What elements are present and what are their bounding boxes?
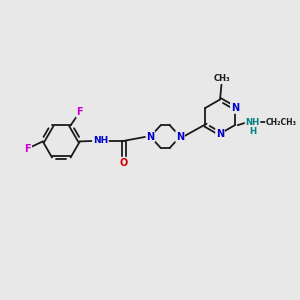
Text: CH₃: CH₃ [213,74,230,83]
Text: F: F [76,107,83,117]
Text: N: N [231,103,239,113]
Text: NH: NH [93,136,108,146]
Text: H: H [249,127,256,136]
Text: N: N [146,132,154,142]
Text: CH₂CH₃: CH₂CH₃ [266,118,297,127]
Text: F: F [25,144,31,154]
Text: O: O [120,158,128,168]
Text: N: N [216,129,224,139]
Text: N: N [176,132,184,142]
Text: NH: NH [245,118,260,127]
